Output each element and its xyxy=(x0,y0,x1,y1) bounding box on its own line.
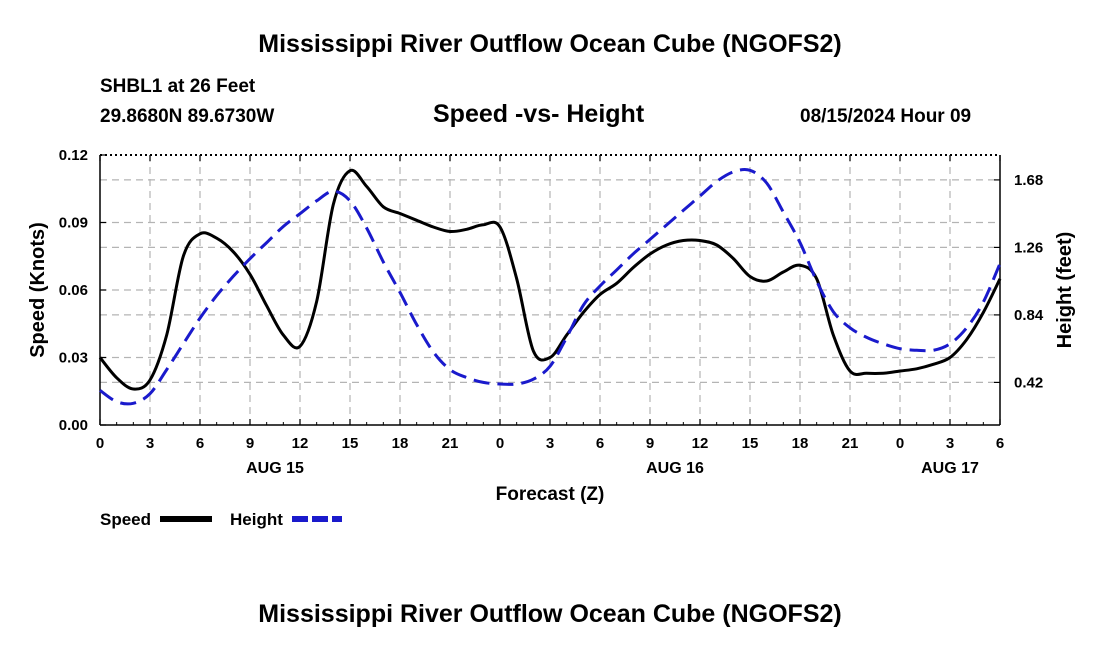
y2-tick-label: 1.26 xyxy=(1014,239,1043,256)
x-tick-label: 18 xyxy=(792,435,809,452)
y-axis-title: Speed (Knots) xyxy=(27,222,49,358)
chart-main-title: Mississippi River Outflow Ocean Cube (NG… xyxy=(258,30,842,58)
forecast-date: 08/15/2024 Hour 09 xyxy=(800,106,972,127)
speed-series-line xyxy=(98,168,1002,391)
x-tick-label: 12 xyxy=(292,435,309,452)
x-tick-label: 0 xyxy=(96,435,104,452)
x-tick-label: 0 xyxy=(896,435,904,452)
x-tick-label: 0 xyxy=(496,435,504,452)
y-tick-label: 0.12 xyxy=(59,147,88,164)
y-tick-label: 0.00 xyxy=(59,417,88,434)
x-date-label: AUG 16 xyxy=(646,460,704,477)
x-tick-label: 12 xyxy=(692,435,709,452)
station-coordinates: 29.8680N 89.6730W xyxy=(100,106,275,127)
chart-subtitle: Speed -vs- Height xyxy=(433,100,645,128)
x-tick-label: 3 xyxy=(146,435,154,452)
footer-title: Mississippi River Outflow Ocean Cube (NG… xyxy=(258,600,842,628)
legend-speed-label: Speed xyxy=(100,510,151,529)
x-tick-label: 6 xyxy=(996,435,1004,452)
legend-height-label: Height xyxy=(230,510,283,529)
y2-tick-label: 0.84 xyxy=(1014,307,1044,324)
y-tick-label: 0.09 xyxy=(59,215,88,232)
x-tick-label: 3 xyxy=(546,435,554,452)
x-date-label: AUG 17 xyxy=(921,460,979,477)
station-label: SHBL1 at 26 Feet xyxy=(100,76,256,97)
x-tick-label: 15 xyxy=(742,435,759,452)
x-tick-label: 21 xyxy=(442,435,459,452)
y-tick-label: 0.03 xyxy=(59,350,88,367)
x-tick-label: 9 xyxy=(246,435,254,452)
y-tick-label: 0.06 xyxy=(59,282,88,299)
x-date-label: AUG 15 xyxy=(246,460,304,477)
x-tick-label: 6 xyxy=(596,435,604,452)
height-series-line xyxy=(99,167,1002,406)
x-tick-label: 18 xyxy=(392,435,409,452)
y2-axis-title: Height (feet) xyxy=(1054,232,1076,349)
y2-tick-label: 1.68 xyxy=(1014,172,1043,189)
x-axis-title: Forecast (Z) xyxy=(496,484,605,505)
y2-tick-label: 0.42 xyxy=(1014,374,1043,391)
x-tick-label: 21 xyxy=(842,435,859,452)
x-tick-label: 9 xyxy=(646,435,654,452)
x-tick-label: 6 xyxy=(196,435,204,452)
x-tick-label: 3 xyxy=(946,435,954,452)
x-tick-label: 15 xyxy=(342,435,359,452)
